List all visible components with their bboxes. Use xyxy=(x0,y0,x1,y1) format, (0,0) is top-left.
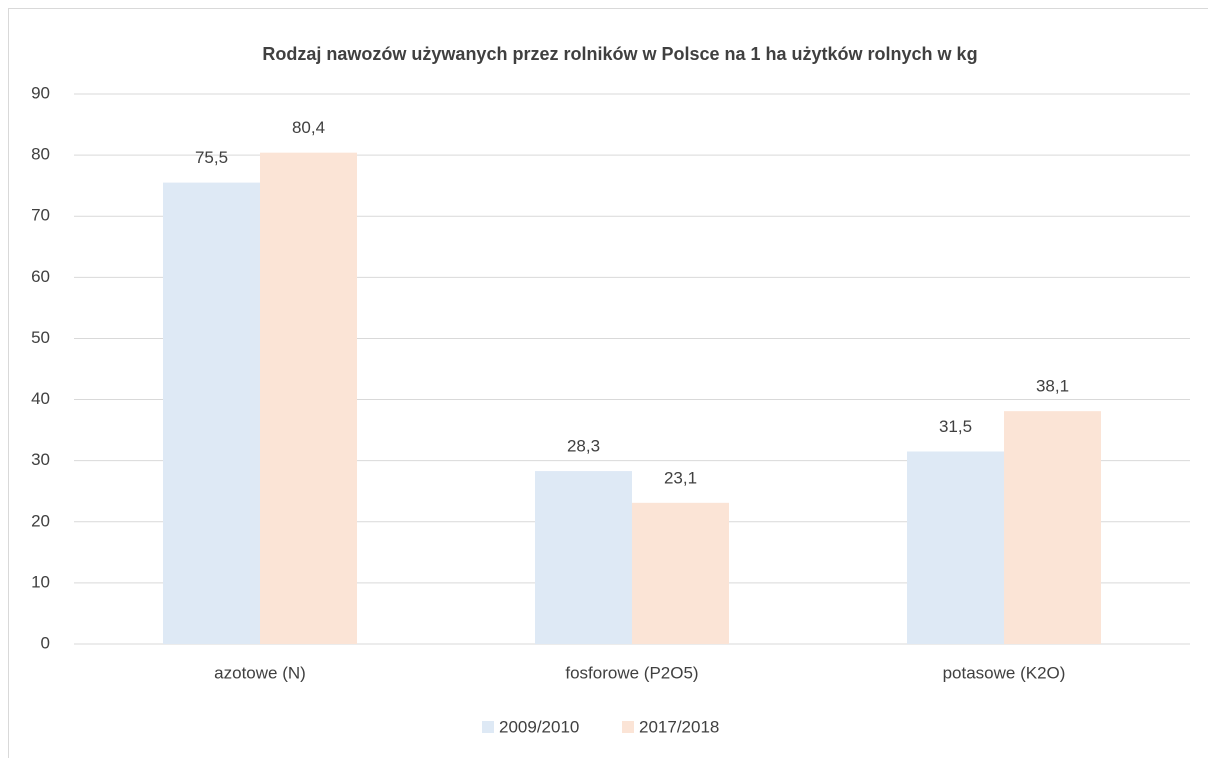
legend-label: 2009/2010 xyxy=(499,717,579,736)
y-tick-label: 80 xyxy=(31,145,50,164)
data-label: 75,5 xyxy=(195,148,228,167)
y-tick-label: 90 xyxy=(31,83,50,102)
y-tick-label: 20 xyxy=(31,511,50,530)
y-tick-label: 0 xyxy=(41,633,50,652)
chart-title: Rodzaj nawozów używanych przez rolników … xyxy=(262,44,977,64)
y-tick-label: 70 xyxy=(31,206,50,225)
bar xyxy=(163,182,260,644)
chart-border xyxy=(8,8,1208,758)
data-label: 28,3 xyxy=(567,437,600,456)
data-label: 23,1 xyxy=(664,468,697,487)
bar xyxy=(1004,411,1101,644)
y-tick-label: 30 xyxy=(31,450,50,469)
data-label: 80,4 xyxy=(292,118,325,137)
y-tick-label: 10 xyxy=(31,572,50,591)
y-tick-label: 50 xyxy=(31,328,50,347)
bar xyxy=(632,502,729,644)
x-tick-label: potasowe (K2O) xyxy=(943,663,1066,682)
bar xyxy=(907,451,1004,644)
legend-swatch xyxy=(482,721,494,733)
y-tick-label: 40 xyxy=(31,389,50,408)
y-tick-label: 60 xyxy=(31,267,50,286)
data-label: 38,1 xyxy=(1036,377,1069,396)
bar xyxy=(535,471,632,644)
x-tick-label: fosforowe (P2O5) xyxy=(565,663,698,682)
legend-label: 2017/2018 xyxy=(639,717,719,736)
x-tick-label: azotowe (N) xyxy=(214,663,306,682)
bar xyxy=(260,152,357,644)
data-label: 31,5 xyxy=(939,417,972,436)
legend-swatch xyxy=(622,721,634,733)
